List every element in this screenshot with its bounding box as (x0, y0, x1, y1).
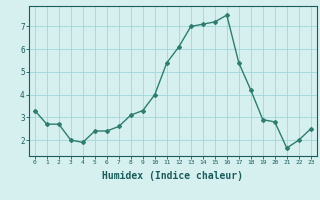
X-axis label: Humidex (Indice chaleur): Humidex (Indice chaleur) (102, 171, 243, 181)
